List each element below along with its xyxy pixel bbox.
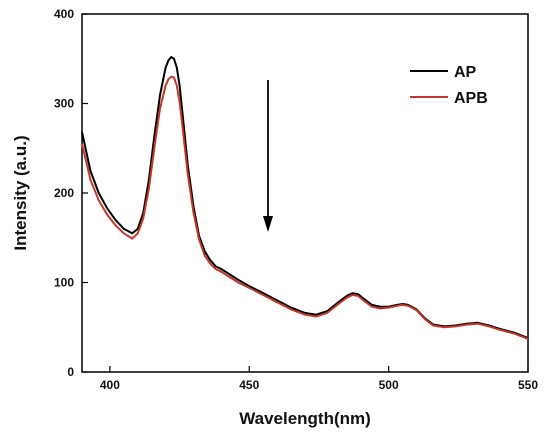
y-tick-label-400: 400 bbox=[54, 7, 74, 21]
down-arrow-annotation bbox=[263, 80, 273, 232]
series-line-apb bbox=[81, 75, 529, 340]
series-layer bbox=[81, 56, 529, 340]
x-tick-label-550: 550 bbox=[518, 378, 538, 392]
arrow-head bbox=[263, 216, 273, 232]
y-axis-title: Intensity (a.u.) bbox=[11, 135, 30, 250]
legend-label-apb: APB bbox=[454, 90, 488, 107]
x-tick-label-450: 450 bbox=[239, 378, 259, 392]
x-tick-label-400: 400 bbox=[100, 378, 120, 392]
ticks: 400 450 500 550 0 100 200 300 400 bbox=[54, 7, 538, 392]
y-tick-label-100: 100 bbox=[54, 276, 74, 290]
y-tick-label-0: 0 bbox=[67, 365, 74, 379]
legend-label-ap: AP bbox=[454, 64, 477, 81]
y-tick-label-300: 300 bbox=[54, 97, 74, 111]
x-axis-title: Wavelength(nm) bbox=[239, 409, 371, 428]
x-tick-label-500: 500 bbox=[379, 378, 399, 392]
y-tick-label-200: 200 bbox=[54, 186, 74, 200]
legend: AP APB bbox=[410, 64, 488, 107]
